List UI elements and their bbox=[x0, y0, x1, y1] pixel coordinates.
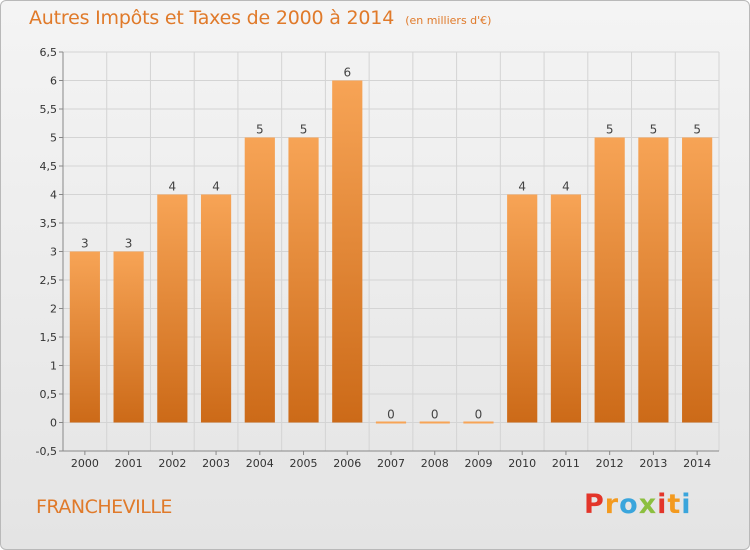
bar-2007 bbox=[375, 421, 407, 424]
x-tick-label: 2011 bbox=[552, 457, 580, 470]
data-label: 5 bbox=[300, 123, 308, 137]
bar-2008 bbox=[419, 421, 450, 424]
bars bbox=[69, 80, 713, 424]
y-tick-labels: -0,5 0 0,5 1 1,5 2 2,5 3 3,5 4 4,5 5 5,5 6 6,5 bbox=[36, 46, 57, 458]
x-tick-label: 2005 bbox=[290, 457, 318, 470]
data-label: 5 bbox=[606, 123, 614, 137]
x-tick-label: 2002 bbox=[158, 457, 186, 470]
logo-letter: t bbox=[667, 489, 682, 520]
x-tick-label: 2007 bbox=[377, 457, 405, 470]
data-label: 4 bbox=[518, 180, 526, 194]
bar-2014 bbox=[682, 137, 713, 423]
y-tick-label: 6 bbox=[50, 75, 57, 88]
y-tick-label: 3,5 bbox=[40, 217, 58, 230]
data-label: 4 bbox=[562, 180, 570, 194]
bar-2013 bbox=[638, 137, 669, 423]
x-tick-label: 2000 bbox=[71, 457, 99, 470]
data-label: 5 bbox=[650, 123, 658, 137]
data-label: 5 bbox=[693, 123, 701, 137]
proxiti-logo[interactable]: Proxiti bbox=[584, 489, 692, 520]
bar-2004 bbox=[244, 137, 275, 423]
y-tick-label: -0,5 bbox=[36, 445, 57, 458]
y-tick-label: 0,5 bbox=[40, 388, 58, 401]
axes bbox=[59, 51, 719, 455]
x-tick-label: 2003 bbox=[202, 457, 230, 470]
data-label: 4 bbox=[212, 180, 220, 194]
data-labels: 3 3 4 4 5 5 6 0 0 0 4 4 5 5 5 bbox=[81, 66, 701, 422]
x-tick-labels: 2000 2001 2002 2003 2004 2005 2006 2007 2008 2009… bbox=[71, 457, 711, 470]
y-tick-label: 2 bbox=[50, 303, 57, 316]
chart-unit-label: (en milliers d'€) bbox=[405, 14, 492, 27]
bar-2000 bbox=[69, 251, 100, 423]
y-tick-label: 3 bbox=[50, 246, 57, 259]
bar-2012 bbox=[594, 137, 625, 423]
city-name: FRANCHEVILLE bbox=[36, 496, 172, 518]
bar-2009 bbox=[463, 421, 494, 424]
x-tick-label: 2009 bbox=[464, 457, 492, 470]
y-tick-label: 4 bbox=[50, 189, 57, 202]
y-tick-label: 5,5 bbox=[40, 103, 58, 116]
y-tick-label: 4,5 bbox=[40, 160, 58, 173]
x-tick-label: 2008 bbox=[421, 457, 449, 470]
bar-2005 bbox=[288, 137, 319, 423]
x-tick-label: 2010 bbox=[508, 457, 536, 470]
x-tick-label: 2014 bbox=[683, 457, 711, 470]
bar-2011 bbox=[550, 194, 582, 423]
logo-letter: i bbox=[657, 489, 668, 520]
bar-2006 bbox=[332, 80, 363, 423]
y-tick-label: 1 bbox=[50, 360, 57, 373]
logo-letter: i bbox=[681, 489, 692, 520]
y-tick-label: 2,5 bbox=[40, 274, 58, 287]
data-label: 3 bbox=[81, 237, 89, 251]
x-tick-label: 2001 bbox=[115, 457, 143, 470]
x-tick-label: 2004 bbox=[246, 457, 274, 470]
data-label: 0 bbox=[475, 408, 483, 422]
data-label: 0 bbox=[431, 408, 439, 422]
logo-letter: r bbox=[604, 489, 620, 520]
data-label: 3 bbox=[125, 237, 133, 251]
y-tick-label: 6,5 bbox=[40, 46, 58, 59]
data-label: 4 bbox=[169, 180, 177, 194]
x-tick-label: 2013 bbox=[639, 457, 667, 470]
logo-letter: P bbox=[584, 489, 605, 520]
data-label: 5 bbox=[256, 123, 264, 137]
chart-title: Autres Impôts et Taxes de 2000 à 2014 (e… bbox=[29, 7, 491, 29]
bar-2010 bbox=[507, 194, 538, 423]
bar-2002 bbox=[157, 194, 188, 423]
y-tick-label: 1,5 bbox=[40, 331, 58, 344]
bar-2003 bbox=[200, 194, 232, 423]
data-label: 6 bbox=[343, 66, 351, 80]
y-tick-label: 5 bbox=[50, 132, 57, 145]
logo-letter: x bbox=[638, 489, 658, 520]
logo-letter: o bbox=[619, 489, 639, 520]
x-tick-label: 2012 bbox=[596, 457, 624, 470]
chart-title-text: Autres Impôts et Taxes de 2000 à 2014 bbox=[29, 7, 395, 29]
bar-2001 bbox=[113, 251, 144, 423]
y-tick-label: 0 bbox=[50, 417, 57, 430]
x-tick-label: 2006 bbox=[333, 457, 361, 470]
data-label: 0 bbox=[387, 408, 395, 422]
